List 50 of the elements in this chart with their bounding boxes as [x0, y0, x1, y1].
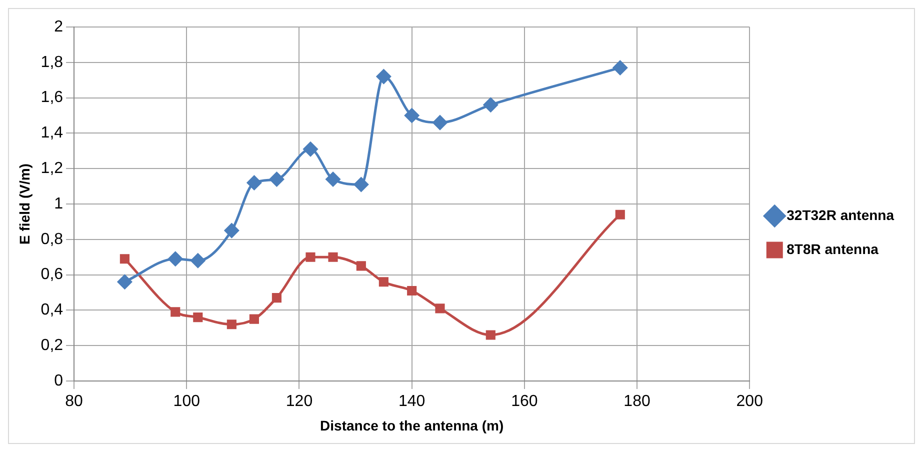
- x-tick-label: 100: [173, 393, 200, 410]
- point: [354, 177, 368, 192]
- legend-label: 8T8R antenna: [786, 240, 879, 257]
- point: [378, 277, 388, 287]
- y-tick-label: 1,8: [40, 54, 64, 71]
- point: [306, 252, 316, 262]
- y-tick-label: 0,2: [40, 337, 64, 354]
- y-tick-label: 2: [54, 18, 64, 36]
- point: [303, 142, 318, 156]
- point: [272, 293, 282, 303]
- y-tick-label: 0: [54, 372, 64, 390]
- y-tick-label: 0,4: [40, 302, 64, 319]
- y-tick-label: 1,6: [40, 89, 64, 106]
- point: [224, 223, 239, 238]
- point: [328, 252, 338, 262]
- x-tick-label: 200: [736, 393, 764, 410]
- y-tick-label: 1,2: [40, 160, 64, 178]
- x-tick-label: 180: [624, 393, 650, 410]
- point: [168, 252, 183, 266]
- point: [615, 210, 625, 220]
- y-tick-label: 1,4: [40, 124, 64, 142]
- x-tick-label: 140: [398, 393, 426, 410]
- point: [435, 304, 445, 314]
- point: [269, 172, 284, 186]
- y-tick-label: 0,8: [40, 230, 64, 248]
- point: [612, 60, 628, 75]
- point: [483, 98, 498, 112]
- point: [170, 307, 180, 317]
- point: [376, 69, 391, 84]
- point: [190, 253, 206, 268]
- point: [249, 314, 259, 324]
- x-axis-title: Distance to the antenna (m): [320, 417, 504, 434]
- point: [432, 115, 448, 130]
- x-tick-label: 80: [65, 393, 84, 410]
- point: [326, 172, 340, 186]
- point: [193, 312, 203, 322]
- y-axis-title: E field (V/m): [16, 164, 32, 244]
- y-tick-label: 0,6: [40, 266, 64, 284]
- point: [117, 274, 132, 290]
- point: [404, 108, 420, 123]
- point: [486, 330, 496, 340]
- point: [407, 286, 417, 296]
- legend-label: 32T32R antenna: [786, 206, 894, 223]
- point: [246, 176, 262, 190]
- point: [226, 320, 236, 330]
- point: [356, 261, 366, 271]
- x-tick-label: 120: [286, 393, 313, 410]
- x-tick-label: 160: [511, 393, 538, 410]
- y-tick-label: 1: [54, 195, 64, 212]
- point: [120, 254, 130, 264]
